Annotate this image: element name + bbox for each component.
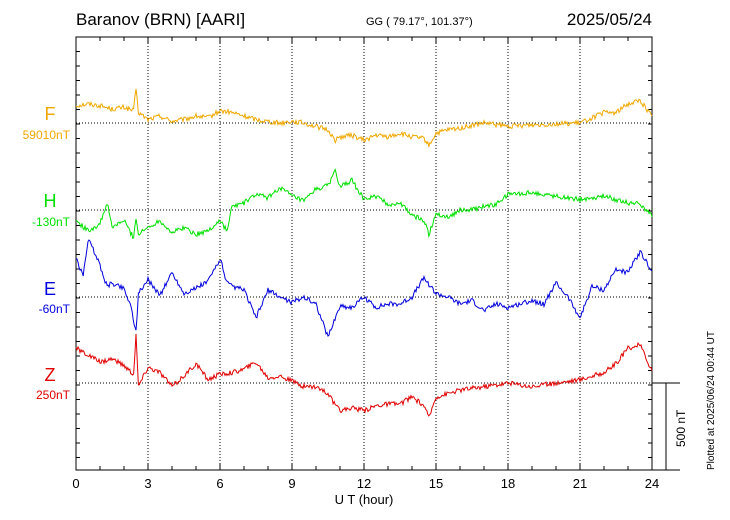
x-tick-label: 0 [72,476,79,491]
channel-z-label: Z [44,365,56,385]
series-h-line [75,168,653,240]
channel-e-baseline: -60nT [38,302,70,316]
series-f-line [75,88,653,148]
x-axis-label: U T (hour) [335,492,394,507]
series-e-line [75,239,653,337]
channel-h-label: H [43,191,57,211]
series-z-line [75,333,653,417]
channel-h-baseline: -130nT [31,215,70,229]
scale-bar-label: 500 nT [674,409,688,447]
date-label: 2025/05/24 [566,10,652,29]
x-tick-label: 12 [357,476,371,491]
coordinates-label: GG ( 79.17°, 101.37°) [366,16,473,28]
station-title: Baranov (BRN) [AARI] [76,10,246,29]
plotted-timestamp: Plotted at 2025/06/24 00:44 UT [706,331,717,470]
channel-z-baseline: 250nT [35,388,70,402]
channel-f-label: F [44,104,56,124]
x-tick-label: 9 [288,476,295,491]
x-tick-label: 15 [429,476,443,491]
x-tick-label: 18 [501,476,515,491]
channel-f-baseline: 59010nT [22,128,70,142]
x-tick-label: 3 [144,476,151,491]
x-tick-label: 24 [645,476,659,491]
x-tick-label: 21 [573,476,587,491]
x-tick-label: 6 [216,476,223,491]
channel-e-label: E [43,279,56,299]
